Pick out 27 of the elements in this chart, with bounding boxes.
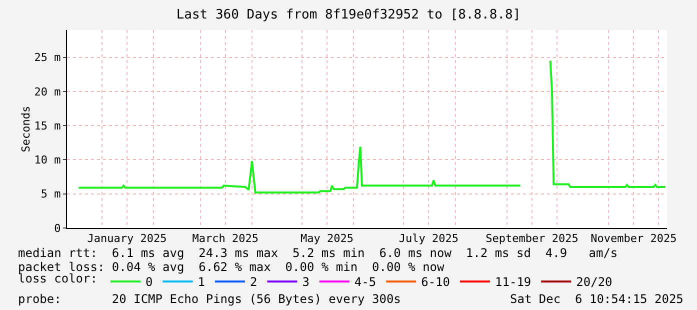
legend-title: loss color: [18,272,98,286]
text: Sat Dec 6 10:54:15 2025 [510,292,684,306]
legend-label: 0 [145,275,153,290]
x-tick-label: May 2025 [300,232,354,246]
y-tick-label: 10 m [34,154,62,167]
y-tick-label: 15 m [34,119,62,132]
x-tick-label: July 2025 [398,232,458,246]
x-tick-label: September 2025 [486,232,578,246]
legend-label: 4-5 [354,275,376,290]
legend-label: 3 [302,275,310,290]
y-tick-label: 5 m [40,188,62,201]
y-tick-label: 25 m [34,51,62,64]
x-tick-label: March 2025 [192,232,258,246]
x-tick-label: January 2025 [87,232,167,246]
legend-label: 2 [250,275,258,290]
text: probe: 20 ICMP Echo Pings (56 Bytes) every 300s [18,292,401,306]
legend-label: 6-10 [421,275,450,290]
text: median rtt: 6.1 ms avg 24.3 ms max 5.2 ms min 6.0 ms now 1.2 ms sd 4.9 am/s [18,246,618,260]
legend-label: 11-19 [495,275,532,290]
chart-title: Last 360 Days from 8f19e0f32952 to [8.8.8.8] [176,7,521,22]
y-tick-label: 0 [54,222,61,235]
text: packet loss: 0.04 % avg 6.62 % max 0.00 % min 0.00 % now [18,260,446,274]
y-tick-label: 20 m [34,85,62,98]
legend-label: 20/20 [576,275,612,290]
x-tick-label: November 2025 [590,232,677,246]
legend-label: 1 [198,275,205,290]
y-axis-title: Seconds [19,106,32,152]
